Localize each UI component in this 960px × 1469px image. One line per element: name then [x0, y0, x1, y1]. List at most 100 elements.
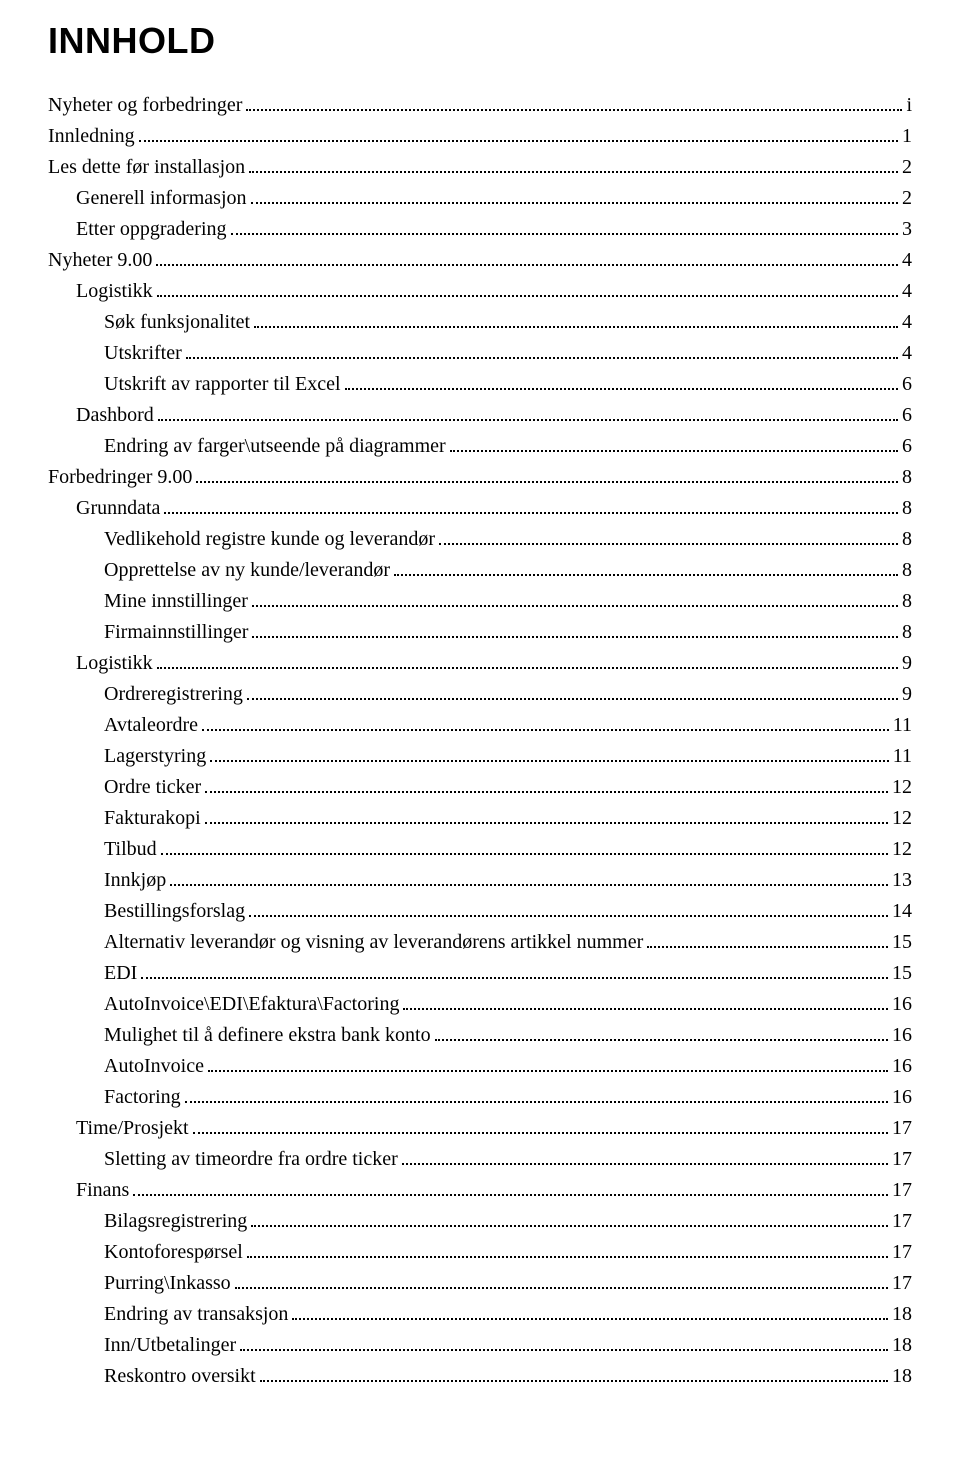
- toc-entry: Finans17: [48, 1175, 912, 1206]
- toc-entry: Kontoforespørsel17: [48, 1237, 912, 1268]
- toc-leader-dots: [139, 124, 898, 142]
- toc-entry-page: 16: [892, 1051, 912, 1082]
- toc-entry: Vedlikehold registre kunde og leverandør…: [48, 524, 912, 555]
- toc-entry-label: Lagerstyring: [104, 741, 206, 772]
- toc-entry-label: Endring av farger\utseende på diagrammer: [104, 431, 446, 462]
- toc-entry: Mine innstillinger8: [48, 586, 912, 617]
- toc-entry: Søk funksjonalitet 4: [48, 307, 912, 338]
- toc-entry-page: 1: [902, 121, 912, 152]
- toc-leader-dots: [247, 1240, 888, 1258]
- toc-entry-page: 17: [892, 1206, 912, 1237]
- toc-entry-page: 4: [902, 307, 912, 338]
- toc-leader-dots: [157, 651, 898, 669]
- toc-entry: Opprettelse av ny kunde/leverandør 8: [48, 555, 912, 586]
- toc-entry-page: 17: [892, 1144, 912, 1175]
- toc-leader-dots: [141, 961, 888, 979]
- toc-leader-dots: [402, 1147, 888, 1165]
- toc-entry-page: 16: [892, 1020, 912, 1051]
- toc-entry-page: 4: [902, 245, 912, 276]
- toc-entry-label: Kontoforespørsel: [104, 1237, 243, 1268]
- toc-entry: Utskrift av rapporter til Excel6: [48, 369, 912, 400]
- toc-entry: Logistikk9: [48, 648, 912, 679]
- toc-entry-label: Inn/Utbetalinger: [104, 1330, 236, 1361]
- toc-entry-label: Grunndata: [76, 493, 160, 524]
- toc-leader-dots: [161, 837, 888, 855]
- toc-entry-page: 4: [902, 338, 912, 369]
- toc-entry-page: 8: [902, 555, 912, 586]
- toc-leader-dots: [647, 930, 888, 948]
- toc-leader-dots: [170, 868, 888, 886]
- toc-leader-dots: [292, 1302, 888, 1320]
- toc-leader-dots: [156, 248, 898, 266]
- toc-entry: Bestillingsforslag14: [48, 896, 912, 927]
- toc-entry: Sletting av timeordre fra ordre ticker17: [48, 1144, 912, 1175]
- toc-entry-page: 6: [902, 400, 912, 431]
- toc-entry-page: i: [906, 90, 912, 121]
- toc-entry-label: Vedlikehold registre kunde og leverandør: [104, 524, 435, 555]
- toc-leader-dots: [205, 806, 888, 824]
- toc-leader-dots: [249, 899, 888, 917]
- toc-entry-page: 15: [892, 927, 912, 958]
- toc-entry-label: EDI: [104, 958, 137, 989]
- toc-entry-label: Opprettelse av ny kunde/leverandør: [104, 555, 390, 586]
- toc-entry-page: 18: [892, 1330, 912, 1361]
- toc-entry-page: 16: [892, 989, 912, 1020]
- toc-entry: Firmainnstillinger8: [48, 617, 912, 648]
- toc-entry-label: Finans: [76, 1175, 129, 1206]
- toc-entry-page: 2: [902, 152, 912, 183]
- toc-entry: Avtaleordre11: [48, 710, 912, 741]
- toc-entry: Grunndata8: [48, 493, 912, 524]
- toc-entry-label: Avtaleordre: [104, 710, 198, 741]
- toc-entry-page: 6: [902, 431, 912, 462]
- toc-entry: Forbedringer 9.008: [48, 462, 912, 493]
- toc-entry: Endring av farger\utseende på diagrammer…: [48, 431, 912, 462]
- toc-entry-page: 9: [902, 679, 912, 710]
- toc-entry: Factoring 16: [48, 1082, 912, 1113]
- toc-leader-dots: [133, 1178, 888, 1196]
- toc-entry-label: Søk funksjonalitet: [104, 307, 250, 338]
- toc-entry: Etter oppgradering3: [48, 214, 912, 245]
- toc-entry-label: Ordreregistrering: [104, 679, 243, 710]
- toc-entry-page: 12: [892, 834, 912, 865]
- toc-entry-page: 8: [902, 617, 912, 648]
- toc-entry-label: Utskrift av rapporter til Excel: [104, 369, 341, 400]
- toc-entry-label: Bilagsregistrering: [104, 1206, 247, 1237]
- toc-leader-dots: [185, 1085, 888, 1103]
- toc-entry-label: Innkjøp: [104, 865, 166, 896]
- toc-entry-page: 3: [902, 214, 912, 245]
- toc-leader-dots: [210, 744, 889, 762]
- toc-entry: Lagerstyring 11: [48, 741, 912, 772]
- toc-entry: Nyheter og forbedringeri: [48, 90, 912, 121]
- toc-leader-dots: [158, 403, 898, 421]
- toc-entry-page: 12: [892, 803, 912, 834]
- toc-entry-label: Alternativ leverandør og visning av leve…: [104, 927, 643, 958]
- toc-entry-page: 11: [893, 741, 912, 772]
- toc-entry-page: 15: [892, 958, 912, 989]
- toc-entry: Dashbord 6: [48, 400, 912, 431]
- toc-entry: Fakturakopi 12: [48, 803, 912, 834]
- toc-entry-page: 8: [902, 462, 912, 493]
- toc-entry: Generell informasjon2: [48, 183, 912, 214]
- toc-entry-page: 17: [892, 1113, 912, 1144]
- toc-entry-label: AutoInvoice: [104, 1051, 204, 1082]
- toc-leader-dots: [403, 992, 888, 1010]
- toc-leader-dots: [164, 496, 898, 514]
- toc-entry: Utskrifter4: [48, 338, 912, 369]
- toc-entry-page: 18: [892, 1361, 912, 1392]
- toc-leader-dots: [251, 1209, 888, 1227]
- toc-entry-page: 8: [902, 586, 912, 617]
- toc-entry-label: Logistikk: [76, 276, 153, 307]
- toc-leader-dots: [193, 1116, 888, 1134]
- toc-leader-dots: [231, 217, 899, 235]
- toc-entry-label: Dashbord: [76, 400, 154, 431]
- toc-entry-label: Fakturakopi: [104, 803, 201, 834]
- toc-entry-page: 9: [902, 648, 912, 679]
- toc-entry: Ordreregistrering 9: [48, 679, 912, 710]
- toc-leader-dots: [435, 1023, 888, 1041]
- toc-entry-page: 16: [892, 1082, 912, 1113]
- toc-entry-page: 18: [892, 1299, 912, 1330]
- toc-entry-label: Factoring: [104, 1082, 181, 1113]
- toc-entry: Bilagsregistrering 17: [48, 1206, 912, 1237]
- toc-leader-dots: [394, 558, 898, 576]
- toc-entry-label: Reskontro oversikt: [104, 1361, 256, 1392]
